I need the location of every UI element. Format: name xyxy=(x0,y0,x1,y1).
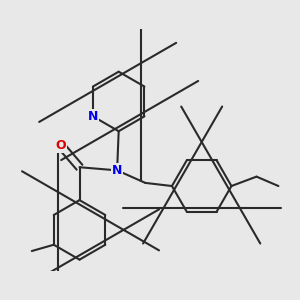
Text: N: N xyxy=(88,110,98,123)
Text: O: O xyxy=(56,139,66,152)
Text: N: N xyxy=(112,164,122,177)
